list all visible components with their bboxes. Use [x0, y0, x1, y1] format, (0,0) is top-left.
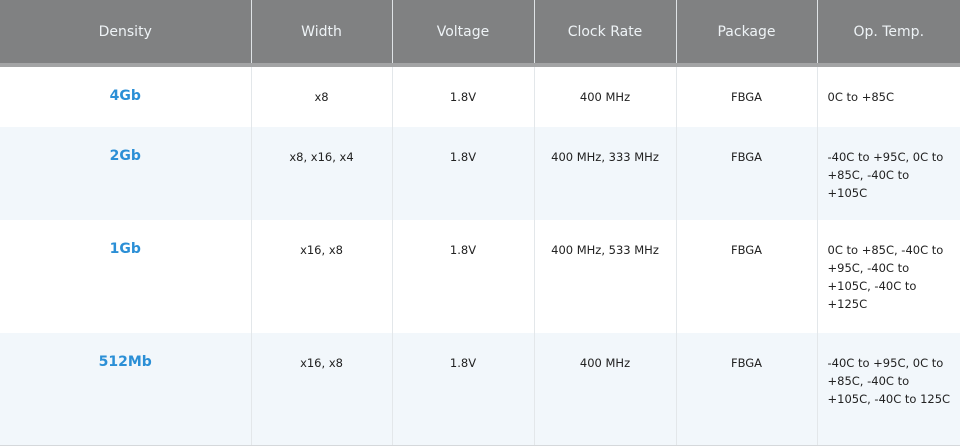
- width-cell: x8: [250, 65, 392, 127]
- width-cell: x8, x16, x4: [250, 127, 392, 220]
- clock-cell: 400 MHz: [533, 333, 676, 446]
- table-row: 1Gb x16, x8 1.8V 400 MHz, 533 MHz FBGA 0…: [0, 220, 960, 333]
- package-cell: FBGA: [675, 127, 817, 220]
- header-clock-rate[interactable]: Clock Rate: [533, 0, 676, 67]
- voltage-cell: 1.8V: [391, 127, 534, 220]
- temp-cell: -40C to +95C, 0C to +85C, -40C to +105C: [816, 127, 960, 220]
- density-link[interactable]: 2Gb: [0, 127, 251, 220]
- width-cell: x16, x8: [250, 220, 392, 333]
- density-link[interactable]: 512Mb: [0, 333, 251, 446]
- package-cell: FBGA: [675, 65, 817, 127]
- voltage-cell: 1.8V: [391, 65, 534, 127]
- table-row: 512Mb x16, x8 1.8V 400 MHz FBGA -40C to …: [0, 333, 960, 446]
- width-cell: x16, x8: [250, 333, 392, 446]
- package-cell: FBGA: [675, 333, 817, 446]
- clock-cell: 400 MHz, 533 MHz: [533, 220, 676, 333]
- table-header: Density Width Voltage Clock Rate Package…: [0, 0, 960, 67]
- header-voltage[interactable]: Voltage: [391, 0, 534, 67]
- header-width[interactable]: Width: [250, 0, 392, 67]
- temp-cell: 0C to +85C: [816, 65, 960, 127]
- clock-cell: 400 MHz: [533, 65, 676, 127]
- voltage-cell: 1.8V: [391, 220, 534, 333]
- clock-cell: 400 MHz, 333 MHz: [533, 127, 676, 220]
- temp-cell: 0C to +85C, -40C to +95C, -40C to +105C,…: [816, 220, 960, 333]
- header-package[interactable]: Package: [675, 0, 817, 67]
- temp-cell: -40C to +95C, 0C to +85C, -40C to +105C,…: [816, 333, 960, 446]
- table-row: 4Gb x8 1.8V 400 MHz FBGA 0C to +85C: [0, 65, 960, 127]
- density-link[interactable]: 4Gb: [109, 88, 141, 104]
- density-link[interactable]: 1Gb: [109, 241, 141, 257]
- voltage-cell: 1.8V: [391, 333, 534, 446]
- header-op-temp[interactable]: Op. Temp.: [816, 0, 960, 67]
- package-cell: FBGA: [675, 220, 817, 333]
- header-density[interactable]: Density: [0, 0, 251, 67]
- table-row: 2Gb x8, x16, x4 1.8V 400 MHz, 333 MHz FB…: [0, 127, 960, 220]
